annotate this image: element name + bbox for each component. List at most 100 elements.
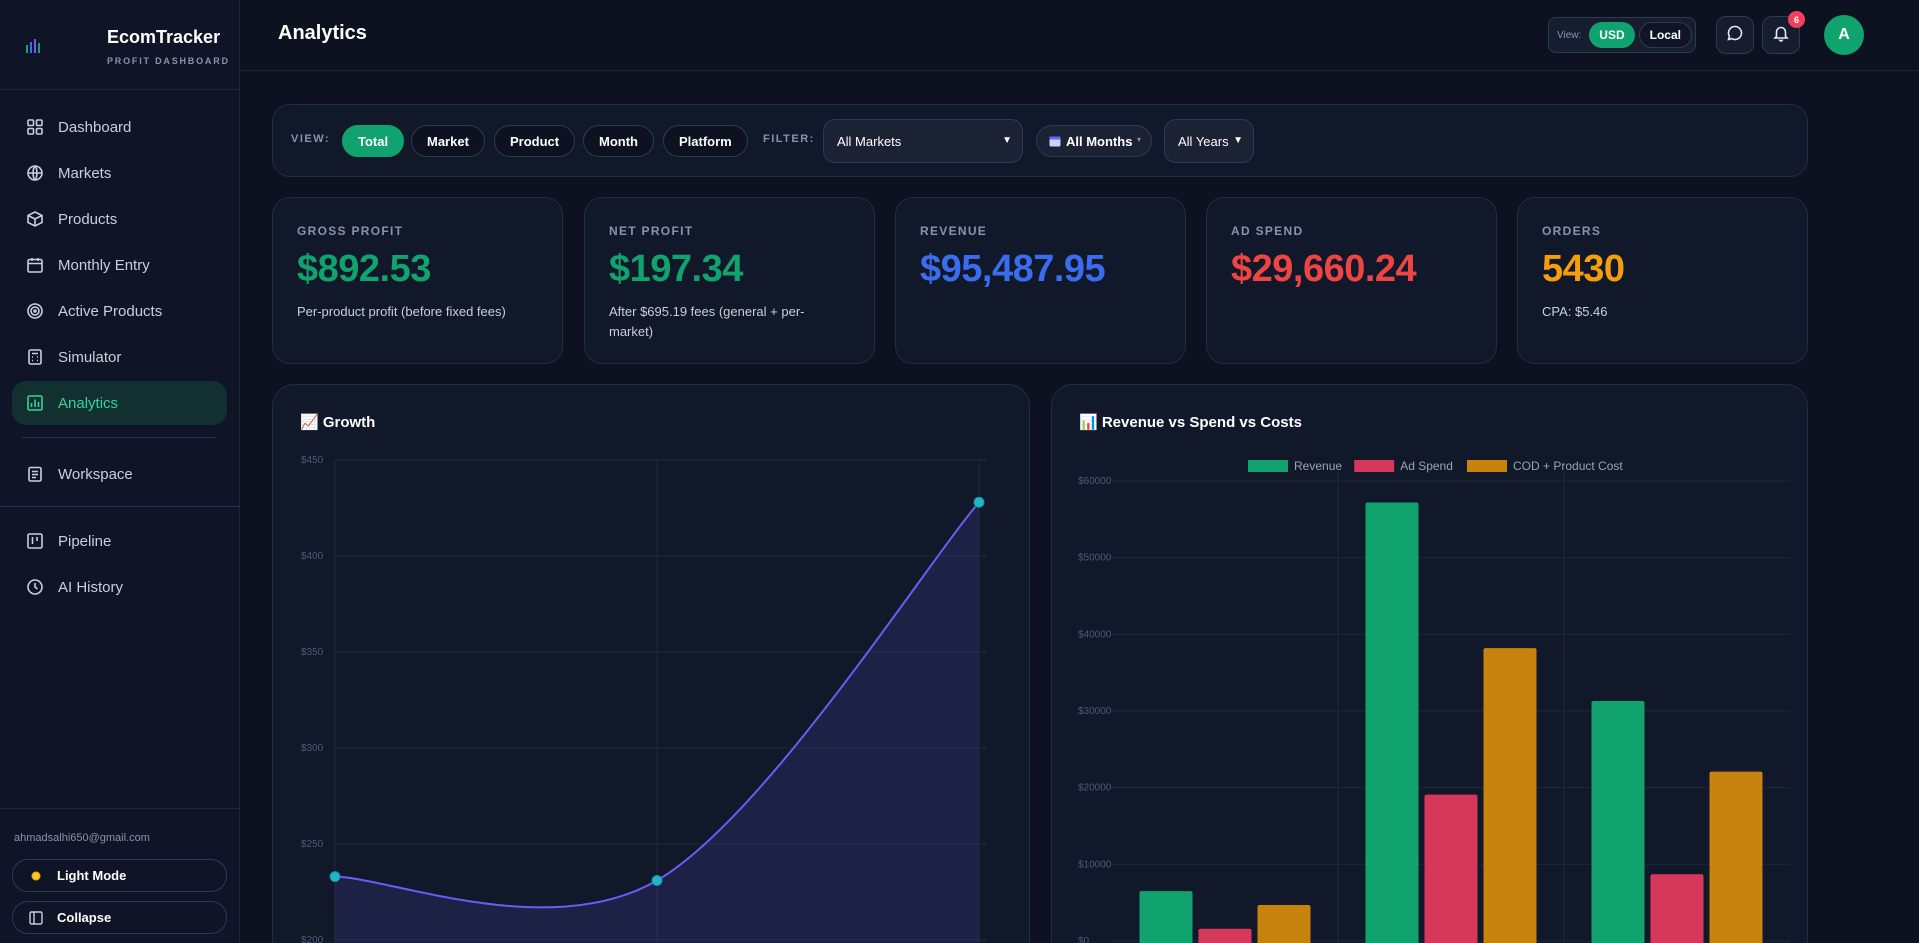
bar-chart-icon [26, 394, 44, 412]
data-point[interactable] [651, 874, 663, 886]
brand-title: EcomTracker [107, 27, 221, 47]
calendar-icon [26, 256, 44, 274]
y-tick-label: $350 [301, 647, 324, 658]
stat-label: NET PROFIT [609, 224, 694, 238]
revenue-chart-panel: 📊 Revenue vs Spend vs Costs $0 $10000 $200… [1051, 384, 1808, 943]
months-select[interactable]: All Months ▾ [1036, 125, 1152, 157]
bar[interactable] [1650, 874, 1704, 943]
avatar[interactable]: A [1824, 15, 1864, 55]
y-tick-label: $50000 [1078, 553, 1112, 564]
sidebar-item-label: Workspace [58, 465, 133, 483]
sidebar-item-pipeline[interactable]: Pipeline [12, 519, 227, 563]
sidebar-item-label: AI History [58, 578, 124, 596]
bar[interactable] [1257, 904, 1311, 943]
chat-button[interactable] [1716, 16, 1754, 54]
sidebar-item-markets[interactable]: Markets [12, 151, 227, 195]
sidebar-item-label: Analytics [58, 394, 119, 412]
sidebar-item-monthly-entry[interactable]: Monthly Entry [12, 243, 227, 287]
stat-label: ORDERS [1542, 224, 1602, 238]
y-tick-label: $40000 [1078, 629, 1112, 640]
y-tick-label: $10000 [1078, 859, 1112, 870]
years-select[interactable]: All Years ▼ [1164, 119, 1254, 163]
y-tick-label: $20000 [1078, 783, 1112, 794]
view-chip-product[interactable]: Product [494, 125, 576, 157]
topbar: Analytics View: USD Local 6 A [240, 0, 1919, 71]
view-chip-month[interactable]: Month [583, 125, 654, 157]
view-chip-total[interactable]: Total [342, 125, 405, 157]
legend-swatch [1248, 460, 1288, 472]
logo-icon [26, 39, 40, 53]
view-chip-market[interactable]: Market [411, 125, 485, 157]
sidebar-item-label: Monthly Entry [58, 256, 150, 274]
data-point[interactable] [973, 496, 985, 508]
collapse-button[interactable]: Collapse [12, 901, 227, 934]
stat-value: $95,487.95 [920, 248, 1106, 290]
sidebar-item-analytics[interactable]: Analytics [12, 381, 227, 425]
legend-label: COD + Product Cost [1513, 459, 1623, 473]
y-tick-label: $200 [301, 935, 324, 943]
data-point[interactable] [329, 871, 341, 883]
sidebar-item-label: Simulator [58, 348, 122, 366]
calendar-icon [1049, 135, 1061, 147]
y-tick-label: $0 [1078, 936, 1090, 943]
bar[interactable] [1424, 794, 1478, 943]
stat-card-net-profit: NET PROFIT $197.34 After $695.19 fees (g… [584, 197, 875, 364]
view-chip-platform[interactable]: Platform [663, 125, 748, 157]
view-toggle-label: View: [1557, 29, 1582, 41]
currency-local-button[interactable]: Local [1638, 22, 1692, 48]
market-select[interactable]: All Markets ▼ [823, 119, 1023, 163]
legend-swatch [1354, 460, 1395, 472]
sun-icon [29, 869, 43, 883]
bar[interactable] [1365, 502, 1419, 943]
user-email: ahmadsalhi650@gmail.com [14, 832, 150, 844]
filter-bar: VIEW: Total Market Product Month Platfor… [272, 104, 1808, 177]
growth-chart: $200 $250 $300 $350 $400 $450 [301, 455, 987, 943]
clipboard-icon [26, 465, 44, 483]
sidebar-item-simulator[interactable]: Simulator [12, 335, 227, 379]
legend-swatch [1467, 460, 1507, 472]
stat-card-revenue: REVENUE $95,487.95 [895, 197, 1186, 364]
sidebar: EcomTracker PROFIT DASHBOARD Dashboard M… [0, 0, 240, 943]
legend-label: Revenue [1294, 459, 1342, 473]
bell-icon [1772, 24, 1790, 47]
chart-title: 📊 Revenue vs Spend vs Costs [1079, 414, 1302, 431]
sidebar-item-products[interactable]: Products [12, 197, 227, 241]
filter-label: FILTER: [763, 133, 815, 145]
bar[interactable] [1139, 891, 1193, 943]
sidebar-collapse-icon [29, 910, 43, 925]
bar[interactable] [1709, 771, 1763, 943]
stat-label: GROSS PROFIT [297, 224, 404, 238]
clock-icon [26, 578, 44, 596]
sidebar-item-ai-history[interactable]: AI History [12, 565, 227, 609]
sidebar-item-dashboard[interactable]: Dashboard [12, 105, 227, 149]
nav-divider [0, 506, 239, 507]
grid-icon [26, 118, 44, 136]
stat-label: REVENUE [920, 224, 988, 238]
view-label: VIEW: [291, 133, 331, 145]
revenue-spend-chart: $0 $10000 $20000 $30000 $40000 $50000 $60000 Re… [1078, 459, 1790, 943]
stat-card-orders: ORDERS 5430 CPA: $5.46 [1517, 197, 1808, 364]
y-tick-label: $450 [301, 455, 324, 466]
sidebar-item-active-products[interactable]: Active Products [12, 289, 227, 333]
target-icon [26, 302, 44, 320]
years-select-value: All Years [1178, 133, 1229, 149]
bar[interactable] [1483, 648, 1537, 943]
chevron-down-icon: ▼ [1233, 135, 1243, 146]
currency-usd-button[interactable]: USD [1589, 22, 1635, 48]
notifications-button[interactable]: 6 [1762, 11, 1805, 54]
light-mode-button[interactable]: Light Mode [12, 859, 227, 892]
y-tick-label: $30000 [1078, 706, 1112, 717]
bar[interactable] [1591, 701, 1645, 943]
sidebar-item-workspace[interactable]: Workspace [12, 452, 227, 496]
brand-subtitle: PROFIT DASHBOARD [107, 56, 230, 66]
sidebar-item-label: Dashboard [58, 118, 132, 136]
y-tick-label: $60000 [1078, 476, 1112, 487]
box-icon [26, 210, 44, 228]
notification-badge: 6 [1788, 11, 1805, 28]
bar[interactable] [1198, 928, 1252, 943]
nav-divider [22, 437, 217, 438]
growth-area [335, 502, 979, 943]
chevron-down-icon: ▾ [1136, 135, 1141, 144]
stat-card-ad-spend: AD SPEND $29,660.24 [1206, 197, 1497, 364]
market-select-value: All Markets [837, 133, 902, 149]
